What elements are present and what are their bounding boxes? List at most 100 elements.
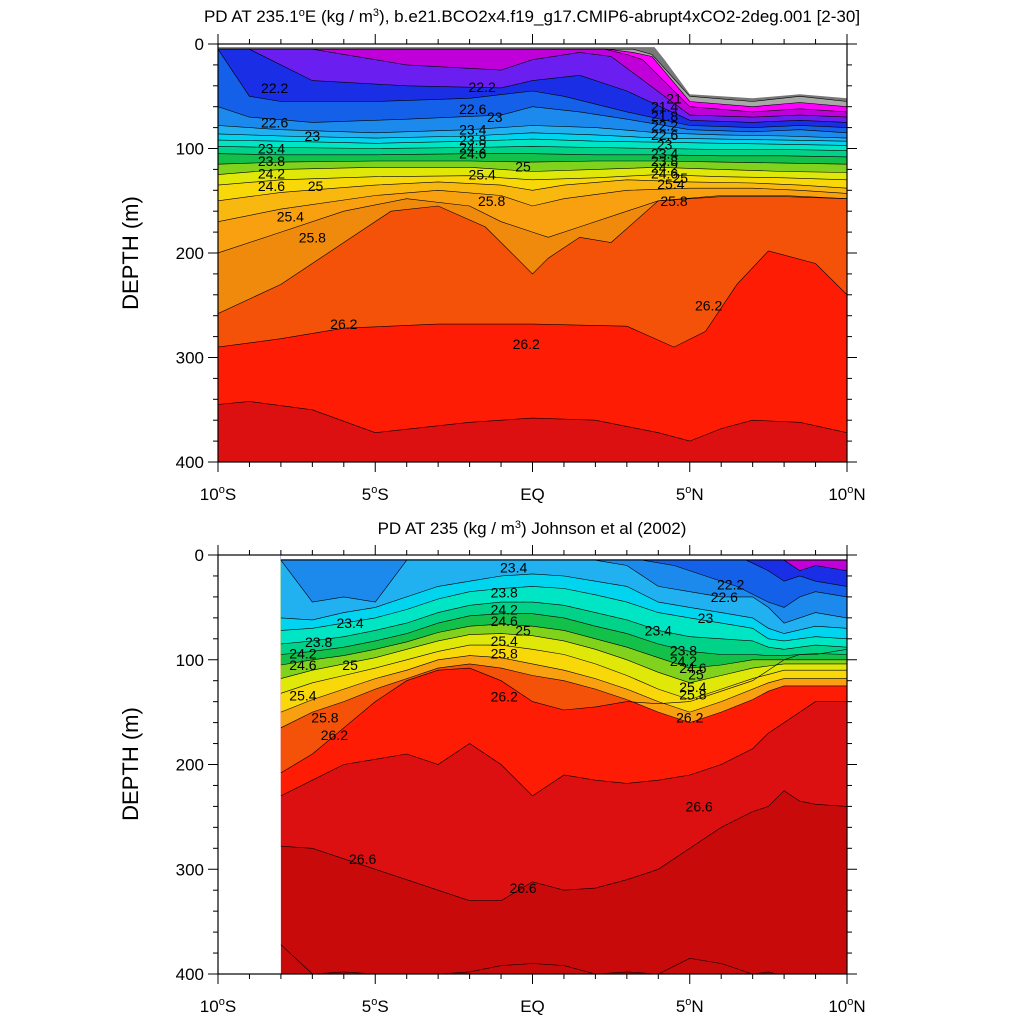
- contour-label: 25.8: [679, 686, 706, 702]
- contour-label: 26.2: [321, 727, 348, 743]
- contour-label: 24.6: [651, 166, 678, 182]
- contour-line-23.4: [218, 125, 847, 139]
- contour-label: 26.2: [513, 336, 540, 352]
- contour-label: 25: [515, 622, 531, 638]
- contour-line-26.3: [218, 187, 847, 222]
- contour-line-21.8: [218, 48, 847, 118]
- contour-line-24: [280, 573, 847, 634]
- contour-label: 23.4: [645, 622, 672, 638]
- contour-line-26.2: [280, 655, 847, 713]
- contour-label: 22.6: [459, 101, 486, 117]
- contour-label: 26.2: [491, 688, 518, 704]
- contour-line-24.2: [280, 586, 847, 642]
- x-tick-label: 5oS: [362, 484, 389, 504]
- panel-bottom-contour-labels: 23.423.824.224.6 2525.425.826.226.623.423…: [289, 560, 744, 897]
- contour-label: 23.8: [258, 153, 285, 169]
- contour-label: 22.6: [651, 127, 678, 143]
- y-tick-label: 300: [176, 860, 204, 879]
- y-tick-label: 100: [176, 651, 204, 670]
- contour-label: 24.2: [289, 645, 316, 661]
- panel-bottom-title: PD AT 235 (kg / m3) Johnson et al (2002): [378, 519, 687, 538]
- contour-label: 22.2: [261, 80, 288, 96]
- contour-label: 24.6: [679, 660, 706, 676]
- contour-line-26.4: [280, 649, 847, 774]
- contour-label: 24.6: [491, 613, 518, 629]
- panel-top: PD AT 235.1oE (kg / m3), b.e21.BCO2x4.f1…: [118, 7, 866, 504]
- contour-line-25.8: [218, 166, 847, 175]
- contour-line-23.8: [218, 132, 847, 142]
- contour-label: 26.2: [676, 709, 703, 725]
- contour-label: 25.8: [299, 229, 326, 245]
- contour-label: 24.2: [651, 159, 678, 175]
- contour-label: 24.2: [670, 653, 697, 669]
- contour-label: 25: [688, 666, 704, 682]
- contour-line-24.2: [218, 138, 847, 146]
- contour-line-22.6: [218, 49, 847, 128]
- contour-label: 25.4: [469, 167, 496, 183]
- contour-label: 25: [673, 170, 689, 186]
- no-data-strip: [218, 44, 847, 48]
- y-tick-label: 200: [176, 244, 204, 263]
- contour-line-26.8: [218, 401, 847, 442]
- contour-line-23: [218, 106, 847, 134]
- panel-top-plot-area: [218, 44, 847, 462]
- contour-label: 26.6: [509, 880, 536, 896]
- panel-bottom-ylabel: DEPTH (m): [118, 707, 143, 821]
- contour-line-21.4: [218, 48, 847, 113]
- contour-label: 22.6: [261, 114, 288, 130]
- contour-label: 25: [515, 158, 531, 174]
- contour-line-26.6: [280, 701, 847, 797]
- contour-label: 25.4: [289, 687, 316, 703]
- contour-label: 24.6: [289, 657, 316, 673]
- contour-line-25.4: [218, 160, 847, 165]
- x-tick-label: 10oS: [200, 996, 236, 1016]
- contour-label: 23.8: [459, 132, 486, 148]
- contour-label: 23: [305, 128, 321, 144]
- contour-label: 23.4: [258, 141, 285, 157]
- contour-label: 23.8: [651, 153, 678, 169]
- contour-label: 25.4: [679, 679, 706, 695]
- contour-label: 25.8: [660, 193, 687, 209]
- contour-label: 25: [342, 657, 358, 673]
- contour-line-25.8: [280, 633, 847, 684]
- x-tick-label: 10oN: [828, 484, 865, 504]
- contour-label: 25.4: [491, 633, 518, 649]
- contour-label: 21.8: [651, 108, 678, 124]
- contour-label: 25.8: [311, 709, 338, 725]
- contour-line-25.4: [280, 623, 847, 669]
- contour-label: 23.4: [651, 146, 678, 162]
- contour-label: 23.4: [500, 560, 527, 576]
- contour-label: 25.8: [491, 645, 518, 661]
- contour-label: 21.4: [651, 99, 678, 115]
- y-tick-label: 200: [176, 756, 204, 775]
- y-tick-label: 300: [176, 349, 204, 368]
- contour-label: 24.2: [491, 601, 518, 617]
- contour-label: 25.8: [478, 193, 505, 209]
- contour-label: 22.6: [711, 589, 738, 605]
- contour-line-26.5: [218, 195, 847, 314]
- contour-line-26: [280, 644, 847, 700]
- contour-label: 22.2: [469, 79, 496, 95]
- x-tick-label: 10oS: [200, 484, 236, 504]
- contour-line-26: [218, 174, 847, 186]
- contour-label: 26.2: [330, 316, 357, 332]
- contour-line-26.4: [218, 196, 847, 254]
- panel-bottom-plot-area: [280, 555, 847, 974]
- contour-label: 22.2: [717, 576, 744, 592]
- contour-label: 23.8: [670, 642, 697, 658]
- contour-label: 23: [487, 109, 503, 125]
- contour-label: 23: [657, 136, 673, 152]
- contour-label: 24.2: [459, 139, 486, 155]
- y-tick-label: 0: [195, 546, 204, 565]
- panel-top-axes: 0 100 200 300 400 10oS 5oS EQ 5oN 10oN: [176, 34, 866, 504]
- no-data-strip: [280, 555, 847, 560]
- contour-label: 21: [666, 90, 682, 106]
- x-tick-label: 5oN: [676, 996, 704, 1016]
- contour-label: 25: [308, 178, 324, 194]
- contour-line-26.2: [218, 179, 847, 202]
- x-tick-label: 10oN: [828, 996, 865, 1016]
- contour-line-24.6: [218, 146, 847, 151]
- panel-top-ylabel: DEPTH (m): [118, 196, 143, 310]
- x-tick-label: 5oS: [362, 996, 389, 1016]
